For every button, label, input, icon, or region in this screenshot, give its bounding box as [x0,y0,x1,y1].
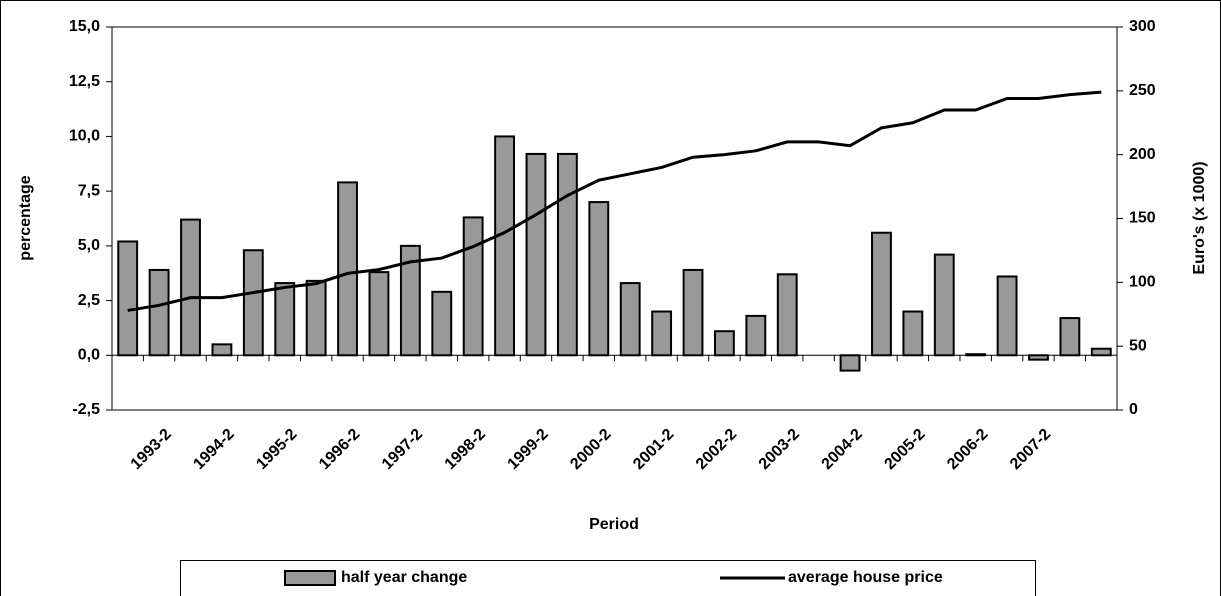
bar [1028,354,1049,361]
bar [242,249,264,357]
y-tick-label: 2,5 [78,292,100,309]
y-tick-label: 0,0 [78,347,100,364]
y-axis-title: percentage [17,175,34,260]
bar [525,152,547,357]
y2-axis-title: Euro's (x 1000) [1191,161,1208,274]
y-tick-label: 7,5 [78,182,100,199]
bar [902,310,924,357]
bar [305,279,327,357]
bar [745,314,767,357]
bar [431,290,453,357]
bar [588,201,610,357]
y2-tick-label: 250 [1129,82,1156,99]
y-tick-label: 12,5 [69,73,100,90]
x-axis-title: Period [589,516,639,533]
bar [494,135,515,357]
y-tick-label: -2,5 [72,401,100,418]
bar [556,152,578,357]
bar [148,268,170,357]
y-tick-label: 10,0 [69,128,100,145]
bar [180,218,201,357]
bar [839,354,861,372]
bar [965,353,987,357]
y-tick-label: 15,0 [69,18,100,35]
legend-swatch [284,570,336,586]
bar [399,244,421,357]
legend-label: half year change [341,569,467,586]
bar [682,268,704,357]
y2-tick-label: 100 [1129,274,1156,291]
y2-tick-label: 300 [1129,18,1156,35]
y2-tick-label: 150 [1129,210,1156,227]
bar [117,240,139,357]
bar [619,282,641,357]
y2-tick-label: 0 [1129,401,1138,418]
y2-tick-label: 50 [1129,337,1147,354]
bar [1090,347,1112,357]
legend-label: average house price [788,569,943,586]
bar [651,310,673,357]
bar [337,181,358,357]
y2-tick-label: 200 [1129,146,1156,163]
bar [996,275,1018,357]
bar [462,216,484,357]
bar [368,271,390,357]
line [127,90,1102,312]
bar [714,330,735,357]
bar [1059,317,1081,357]
bar [933,253,955,357]
bar [776,273,798,357]
bar [871,231,892,357]
bar [211,343,233,357]
y-tick-label: 5,0 [78,237,100,254]
bar [274,282,296,357]
